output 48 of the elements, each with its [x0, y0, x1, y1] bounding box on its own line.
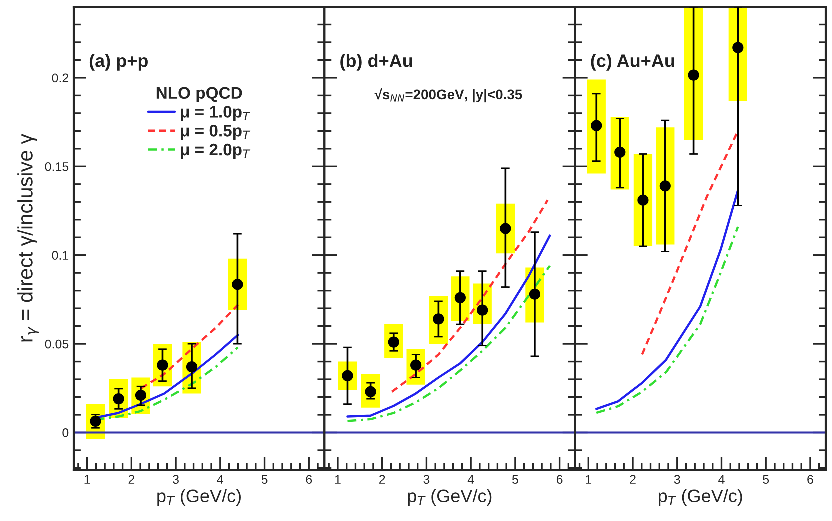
annotation: (a) p+p: [90, 54, 148, 71]
x-tick-label: 4: [468, 475, 474, 484]
point: [591, 120, 602, 132]
x-axis-title: p$_{T}$ (GeV/c): [158, 489, 241, 506]
x-tick-label: 1: [335, 475, 341, 484]
x-axis-title: p$_{T}$ (GeV/c): [408, 489, 492, 506]
x-tick-label: 1: [84, 475, 90, 484]
legend-label: μ = 2.0p$_{T}$: [181, 144, 251, 160]
x-tick-label: 2: [630, 475, 636, 484]
y-axis-title: r$_{γ}$ = direct γ/inclusive γ: [18, 134, 40, 342]
y-tick-label: 0.05: [45, 340, 69, 349]
x-tick-label: 1: [586, 475, 592, 484]
x-tick-label: 6: [556, 475, 563, 484]
point: [500, 223, 512, 234]
x-tick-label: 6: [306, 475, 312, 484]
point: [477, 304, 488, 316]
y-tick-label: 0.15: [45, 162, 69, 172]
x-tick-label: 4: [217, 475, 224, 484]
annotation: √s$_{NN}$=200GeV, |y|<0.35: [374, 88, 522, 103]
y-tick-label: 0.2: [52, 74, 69, 83]
point: [232, 279, 244, 290]
annotation: (b) d+Au: [340, 54, 412, 71]
x-tick-label: 3: [674, 475, 680, 484]
legend-label: μ = 0.5p$_{T}$: [181, 125, 251, 140]
point: [614, 146, 626, 158]
point: [433, 314, 444, 325]
x-tick-label: 5: [262, 475, 268, 484]
x-tick-label: 2: [379, 475, 386, 484]
x-tick-label: 4: [718, 475, 725, 484]
x-axis-title: p$_{T}$ (GeV/c): [658, 489, 742, 506]
y-tick-label: 0: [62, 428, 69, 438]
x-tick-label: 3: [173, 475, 179, 484]
y-tick-label: 0.1: [52, 251, 69, 260]
x-tick-label: 5: [763, 475, 770, 484]
x-tick-label: 3: [424, 475, 430, 484]
legend-label: μ = 1.0p$_{T}$: [181, 106, 251, 122]
x-tick-label: 6: [808, 475, 814, 484]
point: [688, 70, 700, 81]
point: [660, 180, 671, 192]
x-tick-label: 2: [128, 475, 135, 484]
point: [638, 194, 649, 206]
point: [529, 288, 541, 300]
annotation: (c) Au+Au: [591, 54, 674, 71]
x-tick-label: 5: [512, 475, 518, 484]
point: [732, 42, 744, 54]
legend-title: NLO pQCD: [156, 87, 242, 102]
line-series: [140, 304, 240, 390]
point: [186, 362, 198, 373]
